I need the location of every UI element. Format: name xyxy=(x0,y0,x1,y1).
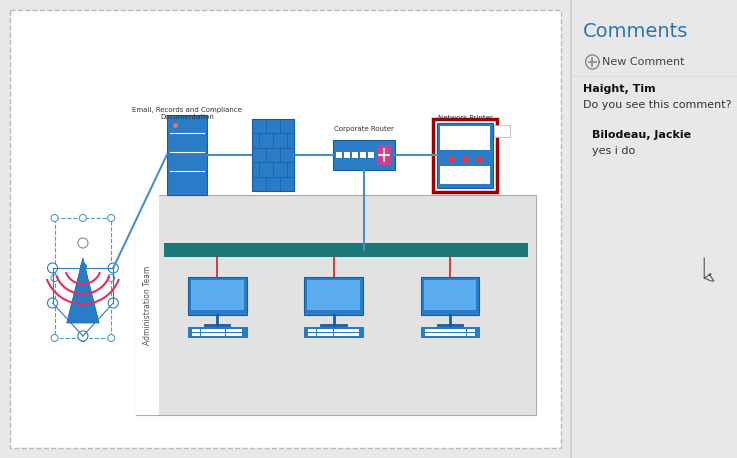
Bar xyxy=(188,277,247,315)
Bar xyxy=(164,243,528,257)
Circle shape xyxy=(78,331,88,341)
Bar xyxy=(433,119,497,191)
Text: Comments: Comments xyxy=(583,22,688,41)
Bar xyxy=(343,152,350,158)
Bar xyxy=(433,329,441,332)
Bar xyxy=(252,119,294,191)
Circle shape xyxy=(108,334,115,342)
Circle shape xyxy=(108,263,118,273)
Bar xyxy=(226,333,234,336)
Text: Haight, Tim: Haight, Tim xyxy=(583,84,655,94)
Bar xyxy=(342,329,350,332)
Circle shape xyxy=(47,263,57,273)
Bar xyxy=(317,333,325,336)
Bar xyxy=(55,218,111,338)
Bar xyxy=(351,333,358,336)
Bar xyxy=(467,329,475,332)
Bar xyxy=(136,195,158,415)
Bar xyxy=(136,195,536,415)
Bar xyxy=(421,277,479,315)
Bar xyxy=(234,329,242,332)
Text: New Comment: New Comment xyxy=(602,57,685,67)
Bar xyxy=(307,280,360,310)
Circle shape xyxy=(80,214,86,222)
Bar xyxy=(192,329,200,332)
Bar xyxy=(226,329,234,332)
Bar xyxy=(304,277,363,315)
Bar xyxy=(192,333,200,336)
Bar xyxy=(234,333,242,336)
Circle shape xyxy=(80,274,86,282)
Bar xyxy=(332,140,395,170)
Polygon shape xyxy=(67,258,99,323)
Bar xyxy=(167,115,207,195)
Bar xyxy=(437,122,493,187)
Text: Network Printer: Network Printer xyxy=(438,115,492,121)
Bar xyxy=(425,329,433,332)
Bar xyxy=(421,327,479,337)
Bar xyxy=(304,327,363,337)
Bar xyxy=(217,333,226,336)
Bar xyxy=(450,333,458,336)
Circle shape xyxy=(108,214,115,222)
Bar xyxy=(368,152,374,158)
Bar xyxy=(342,333,350,336)
Bar xyxy=(217,329,226,332)
Bar xyxy=(441,329,450,332)
Text: Bilodeau, Jackie: Bilodeau, Jackie xyxy=(593,130,691,140)
Circle shape xyxy=(51,274,58,282)
Bar xyxy=(450,329,458,332)
Bar xyxy=(200,329,209,332)
Circle shape xyxy=(51,334,58,342)
Bar xyxy=(467,333,475,336)
Circle shape xyxy=(80,334,86,342)
Circle shape xyxy=(51,214,58,222)
Bar xyxy=(360,152,366,158)
Bar xyxy=(433,333,441,336)
Circle shape xyxy=(108,274,115,282)
Bar xyxy=(377,145,391,165)
Bar xyxy=(209,333,217,336)
Bar xyxy=(494,125,510,136)
Bar xyxy=(351,329,358,332)
Circle shape xyxy=(108,298,118,308)
Text: Administration Team: Administration Team xyxy=(143,265,152,344)
Bar xyxy=(440,165,490,184)
Bar xyxy=(425,333,433,336)
Bar xyxy=(325,333,333,336)
Bar xyxy=(441,333,450,336)
Bar xyxy=(191,280,244,310)
Bar xyxy=(334,333,342,336)
Text: Do you see this comment?: Do you see this comment? xyxy=(583,100,731,110)
Bar xyxy=(317,329,325,332)
Bar xyxy=(458,333,467,336)
Bar xyxy=(424,280,476,310)
Bar xyxy=(308,333,316,336)
Bar xyxy=(334,329,342,332)
Bar xyxy=(335,152,342,158)
Bar xyxy=(209,329,217,332)
Circle shape xyxy=(78,238,88,248)
Text: Email, Records and Compliance
Documentation: Email, Records and Compliance Documentat… xyxy=(132,107,242,120)
Bar xyxy=(308,329,316,332)
Bar xyxy=(200,333,209,336)
Text: yes i do: yes i do xyxy=(593,146,635,156)
Bar xyxy=(458,329,467,332)
Bar xyxy=(325,329,333,332)
Text: Corporate Router: Corporate Router xyxy=(334,126,394,132)
Circle shape xyxy=(47,298,57,308)
Bar xyxy=(352,152,358,158)
Bar xyxy=(440,125,490,150)
Bar xyxy=(188,327,247,337)
